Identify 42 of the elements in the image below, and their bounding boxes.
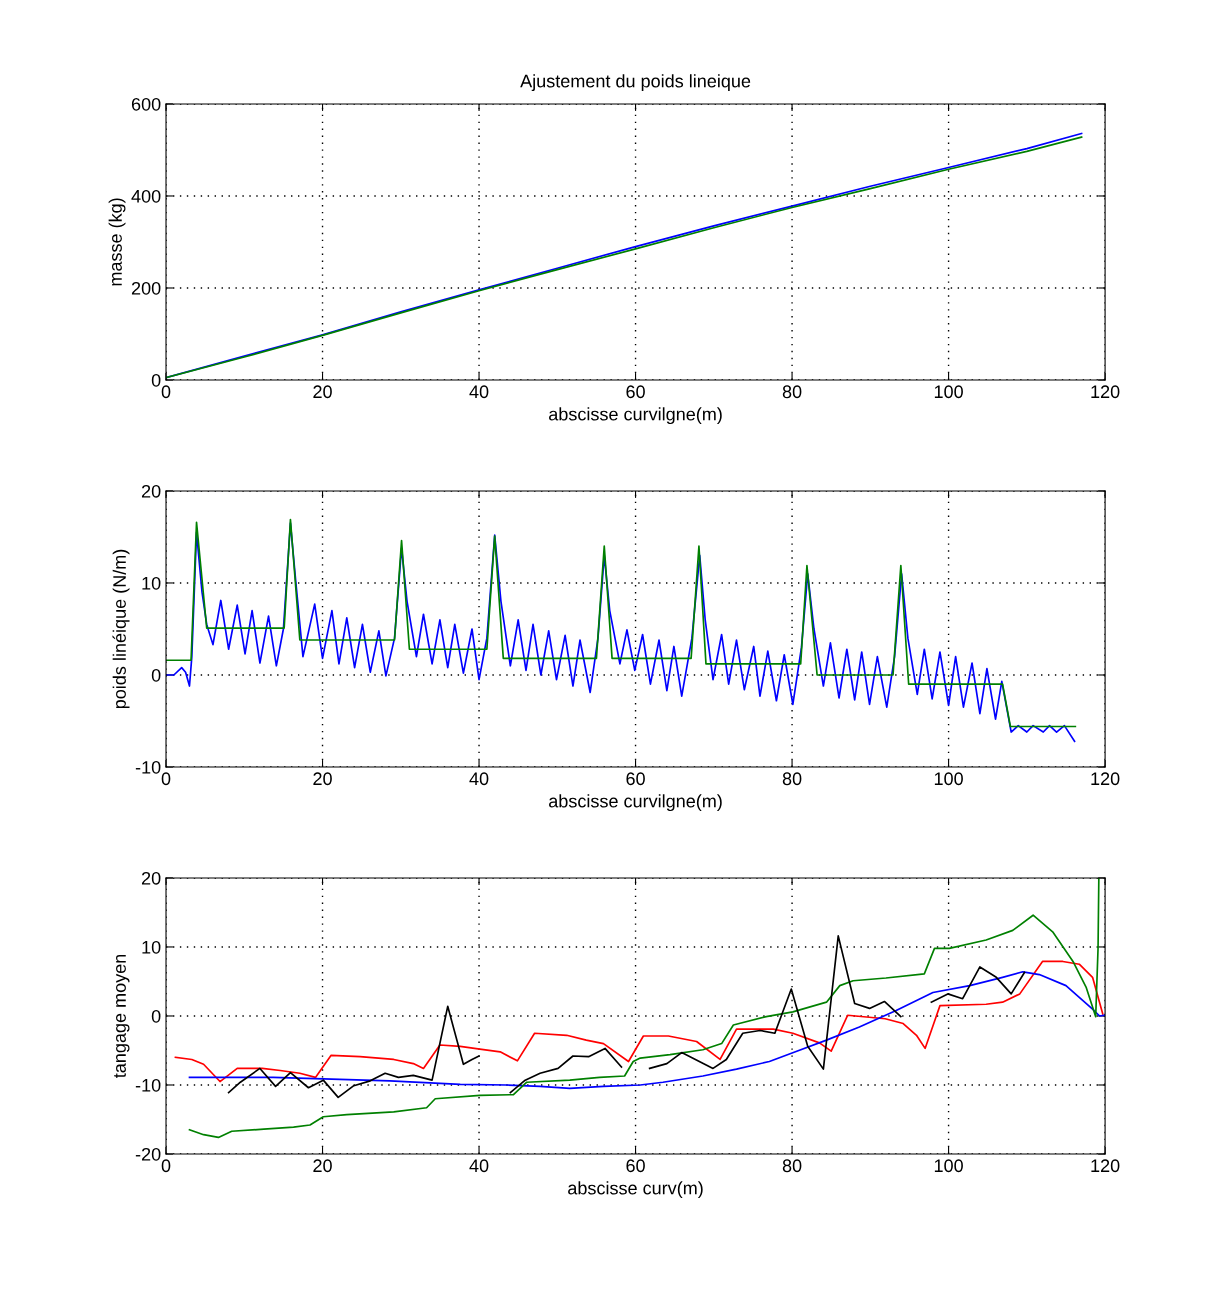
y-tick-label: 0: [151, 373, 161, 387]
x-axis-title: abscisse curv(m): [568, 1181, 703, 1199]
x-tick-label: 20: [313, 1159, 332, 1173]
y-tick-label: 400: [131, 189, 161, 203]
x-tick-label: 100: [934, 772, 963, 786]
y-tick-label: 20: [141, 871, 161, 885]
x-tick-label: 0: [161, 385, 171, 399]
x-tick-label: 80: [782, 772, 802, 786]
y-tick-label: 200: [131, 281, 161, 295]
x-tick-label: 0: [161, 772, 171, 786]
x-tick-label: 60: [626, 385, 645, 399]
y-tick-label: 20: [141, 484, 161, 498]
y-tick-label: -10: [135, 760, 161, 774]
x-tick-label: 40: [469, 385, 489, 399]
x-tick-label: 120: [1091, 1159, 1120, 1173]
y-axis-title: masse (kg): [108, 198, 126, 286]
x-tick-label: 100: [934, 1159, 963, 1173]
x-tick-label: 40: [469, 772, 489, 786]
x-tick-label: 120: [1091, 772, 1120, 786]
x-tick-label: 60: [626, 1159, 645, 1173]
x-tick-label: 120: [1091, 385, 1120, 399]
x-axis-title: abscisse curvilgne(m): [549, 407, 722, 425]
y-tick-label: 10: [142, 576, 161, 590]
x-tick-label: 40: [469, 1159, 489, 1173]
y-tick-label: 0: [151, 1009, 161, 1023]
x-tick-label: 60: [626, 772, 645, 786]
x-tick-label: 20: [313, 772, 332, 786]
y-axis-title: poids linéique (N/m): [112, 549, 130, 709]
y-tick-label: 0: [151, 668, 161, 682]
x-tick-label: 80: [782, 1159, 802, 1173]
x-axis-title: abscisse curvilgne(m): [549, 794, 722, 812]
x-tick-label: 0: [161, 1159, 171, 1173]
chart-title: Ajustement du poids lineique: [520, 74, 751, 92]
y-tick-label: 10: [142, 940, 161, 954]
y-tick-label: -10: [135, 1078, 161, 1092]
x-tick-label: 100: [934, 385, 963, 399]
y-tick-label: -20: [135, 1147, 161, 1161]
y-tick-label: 600: [131, 97, 161, 111]
x-tick-label: 20: [313, 385, 332, 399]
line-series: [188, 877, 1100, 1139]
x-tick-label: 80: [782, 385, 802, 399]
y-axis-title: tangage moyen: [114, 954, 130, 1078]
